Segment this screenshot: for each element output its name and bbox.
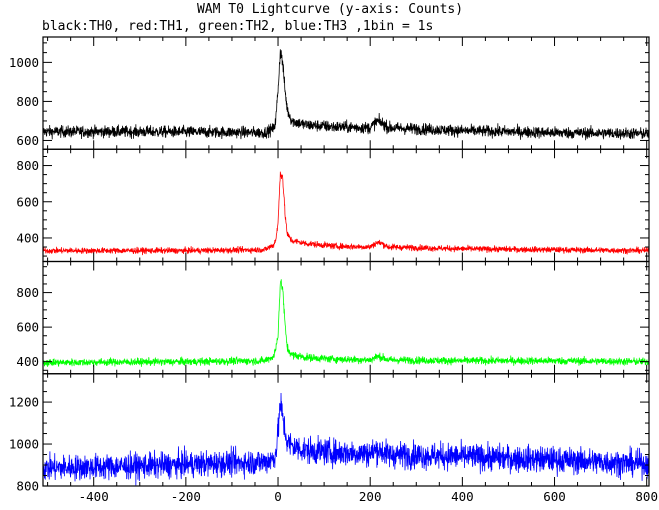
series-line-th2 — [43, 279, 649, 368]
y-tick-label: 1000 — [9, 55, 39, 70]
series-line-th0 — [43, 49, 649, 141]
panel-th1: 400 600 800 — [16, 148, 650, 263]
x-tick-label: 800 — [635, 489, 658, 504]
y-tick-label: 400 — [16, 230, 39, 245]
y-tick-label: 1000 — [9, 437, 39, 452]
x-tick-label: -200 — [171, 489, 201, 504]
y-tick-label: 800 — [16, 158, 39, 173]
panel-th0: 600 800 1000 — [9, 36, 650, 150]
panel-th2: 400 600 800 — [16, 260, 650, 375]
y-tick-label: 600 — [16, 194, 39, 209]
x-tick-label: 400 — [451, 489, 474, 504]
x-tick-label: -400 — [79, 489, 109, 504]
y-tick-label: 800 — [16, 285, 39, 300]
panel-frame — [42, 260, 650, 375]
panel-th3: 800 1000 1200 — [9, 373, 650, 494]
chart-title: WAM T0 Lightcurve (y-axis: Counts) — [197, 2, 463, 17]
x-axis: -400 -200 0 200 400 600 800 — [79, 489, 658, 504]
y-tick-label: 600 — [16, 320, 39, 335]
y-tick-label: 800 — [16, 94, 39, 109]
x-tick-label: 0 — [274, 489, 282, 504]
y-tick-label: 400 — [16, 354, 39, 369]
panel-frame — [42, 373, 650, 487]
panels-layer: 600 800 1000 400 600 800 400 600 800 800 1000 1200 — [9, 36, 650, 494]
series-line-th1 — [43, 171, 649, 256]
series-line-th3 — [43, 393, 649, 486]
y-tick-label: 800 — [16, 479, 39, 494]
y-tick-label: 1200 — [9, 395, 39, 410]
y-tick-label: 600 — [16, 133, 39, 148]
x-tick-label: 200 — [359, 489, 382, 504]
x-tick-label: 600 — [543, 489, 566, 504]
chart-subtitle: black:TH0, red:TH1, green:TH2, blue:TH3 … — [42, 19, 433, 34]
